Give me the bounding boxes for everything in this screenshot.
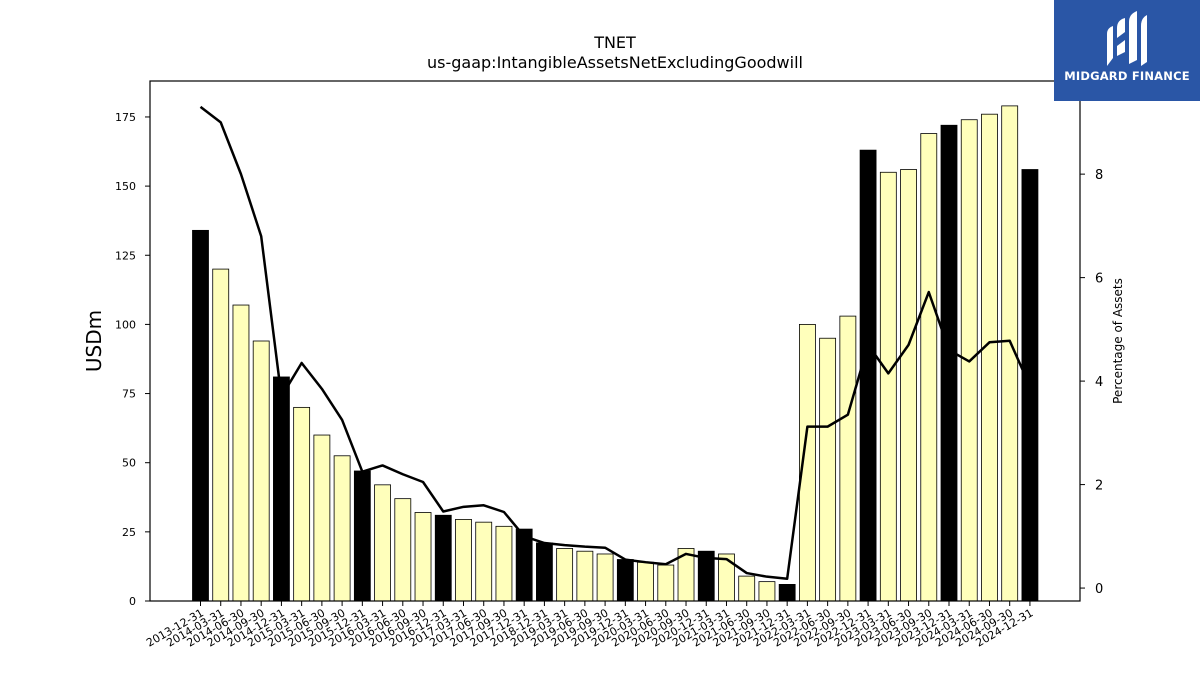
y2-axis-label: Percentage of Assets <box>1111 278 1125 404</box>
bar-2014-03-31 <box>212 268 230 602</box>
bar-2020-06-30 <box>657 564 675 602</box>
bar-2023-06-30 <box>900 169 917 602</box>
x-axis: 2013-12-312014-03-312014-06-302014-09-30… <box>144 601 1035 650</box>
bar-2023-03-31 <box>879 171 897 602</box>
y2-tick-label: 8 <box>1095 168 1103 183</box>
bar-2018-12-31 <box>536 542 553 602</box>
bar-2017-03-31 <box>455 519 472 602</box>
y-tick-label: 125 <box>115 249 136 262</box>
right-axis: 0 2 4 6 8 <box>1080 168 1103 597</box>
bar-2021-06-30 <box>738 575 756 602</box>
bar-2019-09-30 <box>596 553 614 602</box>
bar-2022-06-30 <box>819 337 837 602</box>
bar-2014-12-31 <box>273 376 290 602</box>
bar-2021-03-31 <box>718 553 735 602</box>
y-tick-label: 75 <box>122 388 136 401</box>
brand-logo: MIDGARD FINANCE <box>1054 0 1200 101</box>
bar-2023-12-31 <box>940 124 958 602</box>
y-tick-label: 50 <box>122 457 136 470</box>
chart-subtitle: us-gaap:IntangibleAssetsNetExcludingGood… <box>427 53 803 72</box>
bar-2014-09-30 <box>252 340 270 602</box>
chart-title: TNET <box>594 33 636 52</box>
y2-tick-label: 6 <box>1095 272 1103 287</box>
bar-2021-09-30 <box>758 581 776 602</box>
y-tick-label: 25 <box>122 526 136 539</box>
y-tick-label: 150 <box>115 180 136 193</box>
bar-2017-12-31 <box>515 528 533 602</box>
y-axis-label: USDm <box>82 310 106 372</box>
plot-frame <box>149 80 1081 602</box>
percentage-line <box>199 105 1032 580</box>
bar-series <box>192 105 1039 602</box>
y2-tick-label: 4 <box>1095 375 1103 390</box>
y2-tick-label: 2 <box>1095 479 1103 494</box>
bar-2016-03-31 <box>374 484 391 602</box>
bar-2019-03-31 <box>556 548 574 602</box>
left-axis: 0 25 50 75 100 125 150 175 <box>115 111 150 608</box>
bar-2015-12-31 <box>353 470 371 602</box>
bar-2017-09-30 <box>495 525 513 602</box>
logo-text: MIDGARD FINANCE <box>1064 69 1190 83</box>
bar-2017-06-30 <box>475 521 493 602</box>
bar-2015-06-30 <box>313 434 331 602</box>
bar-2019-12-31 <box>616 559 634 602</box>
bar-2016-06-30 <box>394 498 412 602</box>
bar-2016-09-30 <box>414 512 432 602</box>
bar-2015-03-31 <box>293 406 311 602</box>
midgard-logo-icon <box>1107 11 1147 66</box>
bar-2014-06-30 <box>232 304 250 602</box>
bar-2016-12-31 <box>434 514 452 602</box>
bar-2022-09-30 <box>839 315 857 602</box>
bar-2019-06-30 <box>576 550 594 602</box>
y-tick-label: 175 <box>115 111 136 124</box>
bar-2023-09-30 <box>920 133 938 602</box>
bar-2024-06-30 <box>981 113 998 602</box>
line-series <box>199 105 1032 580</box>
bar-2021-12-31 <box>778 584 796 602</box>
y-tick-label: 0 <box>129 595 136 608</box>
bar-2015-09-30 <box>333 455 351 602</box>
y-tick-label: 100 <box>115 318 136 331</box>
y2-tick-label: 0 <box>1095 582 1103 597</box>
bar-2013-12-31 <box>192 229 209 602</box>
bar-2022-12-31 <box>859 149 877 602</box>
bar-2020-03-31 <box>637 561 654 602</box>
